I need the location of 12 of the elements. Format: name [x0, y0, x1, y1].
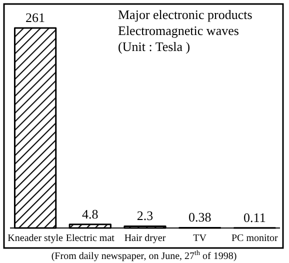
data-label: 4.8	[82, 206, 98, 222]
data-label: 261	[26, 10, 46, 25]
data-label: 2.3	[136, 208, 154, 224]
x-tick-label: TV	[193, 233, 208, 244]
x-tick-label: Kneader style	[8, 233, 64, 244]
chart-title: Major electronic products Electromagnetic waves (Unit : Tesla )	[118, 7, 252, 54]
data-label: 0.11	[244, 210, 266, 225]
data-label: 0.38	[188, 210, 212, 225]
text: (From daily newspaper, on June, 27$^{th}$ of 1998)	[51, 249, 237, 262]
x-tick-label: Electric mat	[66, 233, 115, 244]
x-tick-label: Hair dryer	[124, 233, 166, 244]
x-tick-label: PC monitor	[231, 233, 279, 244]
